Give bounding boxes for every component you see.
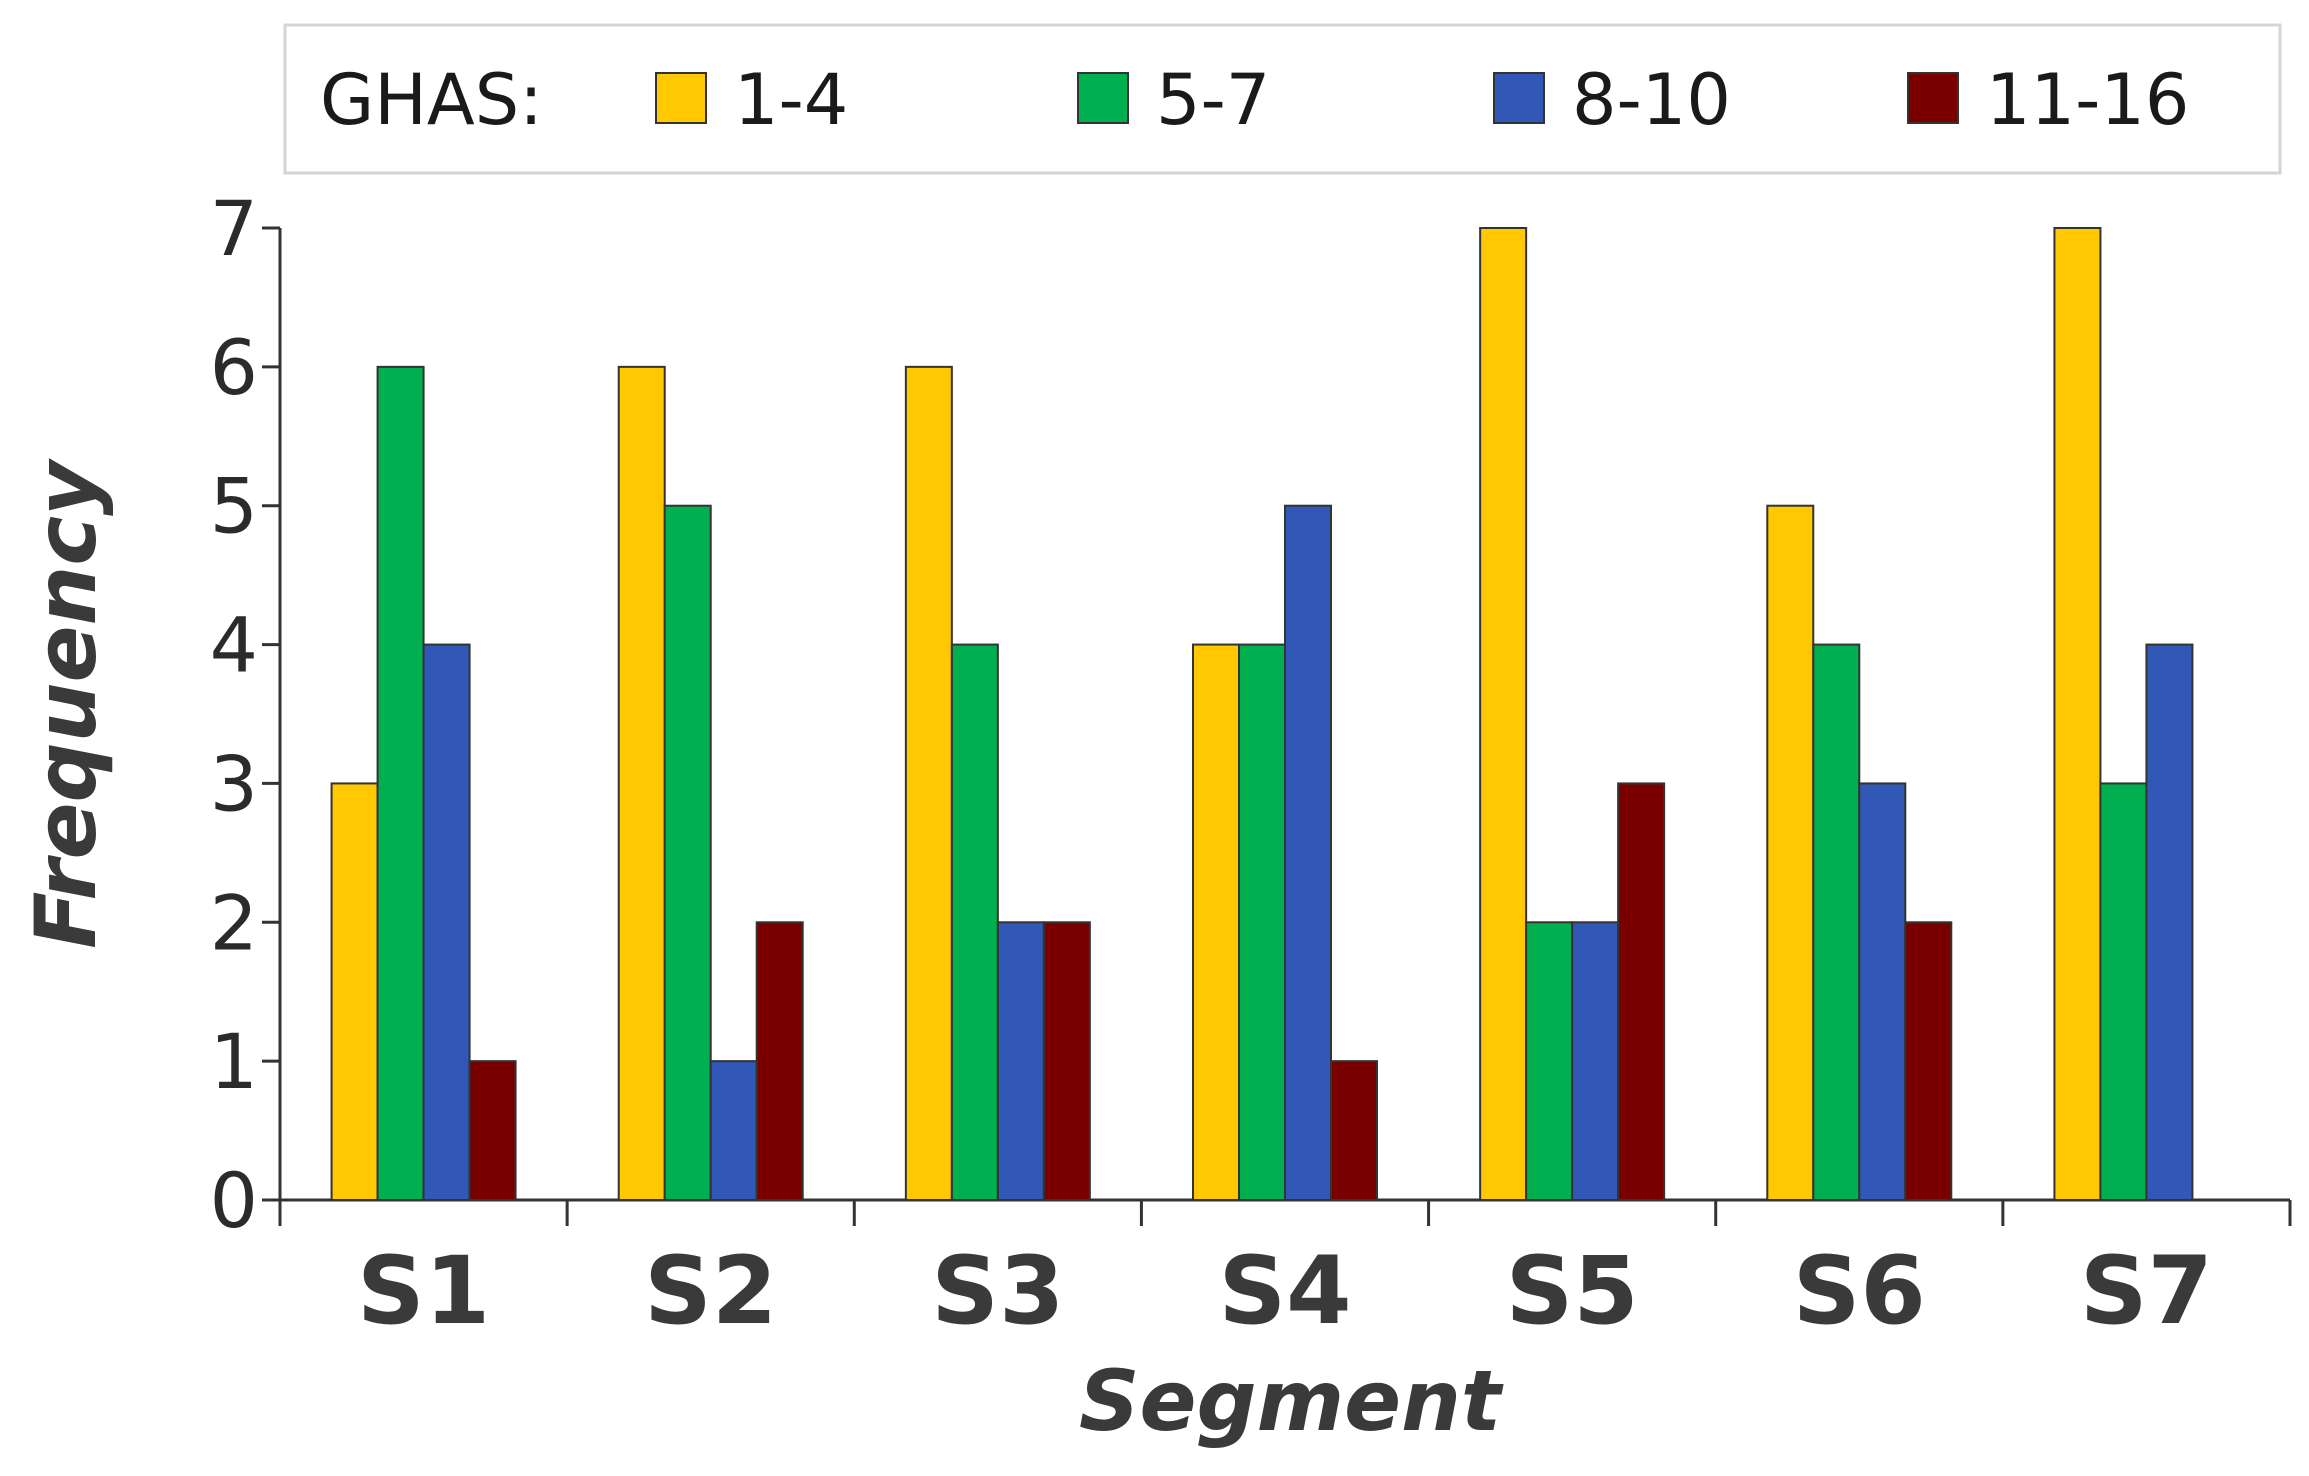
bar-11-16-S6: [1904, 921, 1953, 1201]
legend-label: 8-10: [1572, 59, 1731, 141]
bar-8-10-S4: [1284, 504, 1332, 1201]
bar-1-4-S5: [1479, 227, 1528, 1201]
y-axis-title: Frequency: [17, 458, 115, 949]
x-tick-label: S7: [2080, 1237, 2213, 1346]
legend-label: 1-4: [734, 59, 848, 141]
y-tick-label: 4: [210, 601, 258, 690]
bar-5-7-S4: [1238, 643, 1286, 1201]
y-tick-label: 5: [210, 462, 258, 551]
bar-5-7-S2: [663, 504, 712, 1201]
y-tick-label: 0: [210, 1156, 258, 1245]
bar-5-7-S7: [2099, 782, 2148, 1202]
bar-1-4-S6: [1766, 504, 1815, 1201]
y-tick-label: 3: [210, 739, 258, 828]
bar-8-10-S1: [422, 643, 471, 1201]
bar-8-10-S6: [1858, 782, 1907, 1202]
bar-11-16-S2: [755, 921, 804, 1201]
bar-5-7-S1: [376, 365, 425, 1202]
bar-1-4-S4: [1192, 643, 1240, 1201]
bar-8-10-S7: [2145, 643, 2194, 1201]
legend-label: 11-16: [1986, 59, 2189, 141]
bar-8-10-S2: [709, 1060, 758, 1201]
bar-5-7-S3: [950, 643, 999, 1201]
legend-swatch: [1493, 72, 1545, 124]
bar-11-16-S4: [1330, 1060, 1378, 1201]
legend-swatch: [1907, 72, 1959, 124]
y-tick-label: 7: [210, 184, 258, 273]
bar-1-4-S3: [904, 365, 953, 1202]
x-axis-title: Segment: [1079, 1352, 1504, 1450]
legend-box: [283, 23, 2282, 175]
bar-11-16-S3: [1042, 921, 1091, 1201]
y-tick-label: 2: [210, 878, 258, 967]
x-tick-label: S5: [1506, 1237, 1639, 1346]
bar-5-7-S6: [1812, 643, 1861, 1201]
legend-label: 5-7: [1156, 59, 1270, 141]
y-tick-label: 6: [210, 323, 258, 412]
legend-title: GHAS:: [320, 59, 543, 141]
bar-1-4-S2: [617, 365, 666, 1202]
x-tick-label: S1: [357, 1237, 490, 1346]
bar-8-10-S5: [1571, 921, 1620, 1201]
bars: [330, 227, 2194, 1202]
legend: GHAS: 1-4 5-7 8-10 11-16: [283, 23, 2282, 175]
x-tick-label: S3: [931, 1237, 1064, 1346]
bar-11-16-S1: [468, 1060, 517, 1201]
bar-5-7-S5: [1525, 921, 1574, 1201]
legend-swatch: [1077, 72, 1129, 124]
bar-11-16-S5: [1617, 782, 1666, 1202]
bar-1-4-S7: [2053, 227, 2102, 1201]
x-tick-label: S2: [644, 1237, 777, 1346]
bar-8-10-S3: [996, 921, 1045, 1201]
x-tick-label: S6: [1793, 1237, 1926, 1346]
x-tick-label: S4: [1218, 1237, 1351, 1346]
bar-1-4-S1: [330, 782, 379, 1202]
y-tick-label: 1: [210, 1017, 258, 1106]
legend-swatch: [655, 72, 707, 124]
